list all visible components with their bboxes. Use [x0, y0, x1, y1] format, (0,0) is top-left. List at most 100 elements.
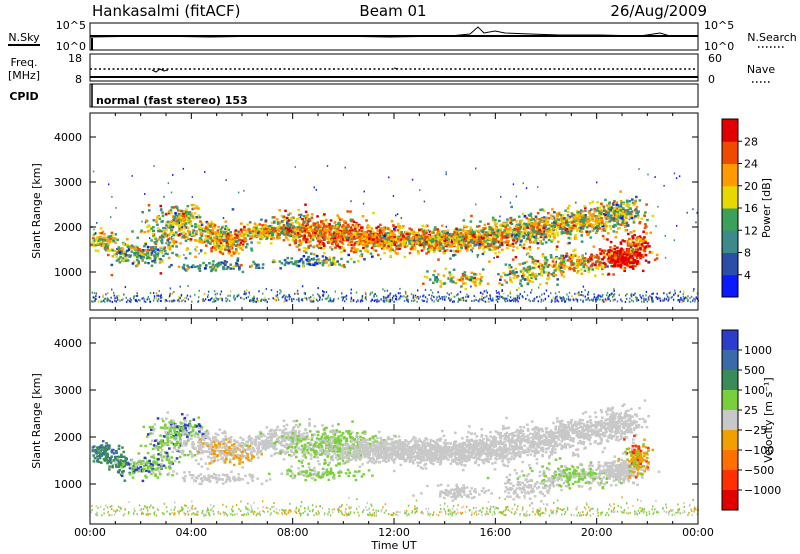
power-echo-cell — [353, 237, 357, 240]
power-echo-cell — [601, 234, 605, 238]
power-echo-cell — [565, 231, 568, 234]
power-echo-cell — [374, 249, 378, 252]
power-echo-cell — [477, 225, 481, 228]
power-echo-cell — [470, 271, 474, 274]
power-echo-cell — [255, 266, 258, 270]
power-echo-cell — [635, 248, 638, 251]
power-echo-cell — [169, 211, 173, 214]
power-echo-cell — [467, 245, 470, 248]
power-echo-cell — [632, 241, 635, 244]
power-echo-cell — [147, 204, 151, 207]
power-echo-cell — [536, 246, 540, 250]
power-echo-cell — [518, 243, 522, 247]
power-echo-cell — [347, 253, 351, 257]
power-echo-cell — [605, 204, 609, 207]
date-title: 26/Aug/2009 — [610, 2, 707, 20]
power-echo-cell — [241, 232, 244, 236]
power-echo-cell — [602, 207, 606, 210]
power-echo-cell — [474, 281, 478, 284]
power-echo-cell — [569, 264, 573, 267]
power-echo-cell — [390, 220, 394, 223]
power-echo-cell — [412, 230, 416, 233]
power-echo-cell — [350, 249, 353, 253]
power-echo-cell — [594, 263, 597, 267]
power-echo-cell — [542, 231, 546, 234]
power-echo-cell — [610, 252, 614, 255]
power-echo-cell — [140, 229, 143, 232]
power-echo-cell — [275, 233, 278, 237]
power-echo-cell — [600, 223, 604, 226]
power-echo-cell — [412, 294, 415, 297]
power-echo-cell — [628, 237, 631, 241]
power-echo-cell — [175, 205, 178, 208]
power-echo-cell — [631, 257, 634, 261]
power-echo-cell — [141, 259, 144, 263]
power-echo-cell — [429, 242, 433, 246]
power-echo-cell — [539, 234, 543, 237]
power-echo-cell — [340, 246, 344, 249]
power-echo-cell — [280, 290, 282, 293]
power-echo-cell — [349, 210, 352, 213]
power-echo-cell — [172, 240, 176, 243]
power-echo-cell — [151, 232, 155, 236]
power-echo-cell — [615, 252, 619, 255]
power-echo-cell — [93, 300, 95, 303]
power-echo-cell — [163, 233, 167, 236]
power-panel: 1000 2000 3000 4000 Slant Range [km] — [30, 112, 699, 311]
power-echo-cell — [154, 237, 157, 240]
power-echo-cell — [200, 223, 204, 227]
power-echo-cell — [592, 227, 596, 231]
power-echo-cell — [566, 231, 570, 235]
power-echo-cell — [288, 243, 292, 247]
power-echo-cell — [493, 235, 497, 239]
power-echo-cell — [299, 229, 302, 232]
power-echo-cell — [258, 228, 262, 232]
power-echo-cell — [229, 246, 232, 250]
power-echo-cell — [293, 232, 297, 236]
power-echo-cell — [544, 241, 548, 244]
power-echo-cell — [322, 247, 325, 250]
power-echo-cell — [328, 223, 331, 226]
power-echo-cell — [240, 296, 242, 299]
power-echo-cell — [615, 231, 618, 234]
power-echo-cell — [154, 247, 158, 250]
power-echo-cell — [529, 273, 533, 277]
power-echo-cell — [623, 240, 626, 243]
power-echo-cell — [600, 210, 603, 214]
power-echo-cell — [335, 232, 339, 235]
power-echo-cell — [503, 229, 507, 232]
power-echo-cell — [334, 240, 338, 243]
power-echo-cell — [155, 220, 158, 224]
power-echo-cell — [545, 220, 548, 223]
power-echo-cell — [280, 220, 284, 223]
power-echo-cell — [498, 245, 501, 249]
power-echo-cell — [449, 257, 452, 260]
power-echo-cell — [347, 225, 350, 229]
power-echo-cell — [179, 212, 183, 216]
power-echo-cell — [617, 212, 621, 215]
power-echo-cell — [587, 219, 591, 222]
power-echo-cell — [643, 236, 646, 239]
power-echo-cell — [333, 262, 337, 265]
power-echo-cell — [604, 213, 607, 216]
power-echo-cell — [268, 226, 272, 230]
power-echo-cell — [228, 240, 231, 243]
power-echo-cell — [234, 244, 238, 247]
power-echo-cell — [598, 261, 602, 264]
power-echo-cell — [609, 259, 613, 263]
power-echo-cell — [563, 226, 567, 229]
power-echo-cell — [532, 222, 536, 225]
power-echo-cell — [474, 284, 478, 287]
power-echo-cell — [117, 246, 121, 249]
power-echo-cell — [313, 263, 317, 267]
power-echo-cell — [556, 234, 560, 237]
power-echo-cell — [634, 238, 638, 241]
power-echo-cell — [147, 209, 151, 212]
power-echo-cell — [483, 223, 487, 227]
power-echo-cell — [606, 209, 610, 212]
power-echo-cell — [508, 219, 512, 223]
power-echo-cell — [521, 295, 523, 298]
power-echo-cell — [303, 236, 306, 239]
power-echo-cell — [245, 231, 249, 234]
power-echo-cell — [631, 267, 635, 270]
